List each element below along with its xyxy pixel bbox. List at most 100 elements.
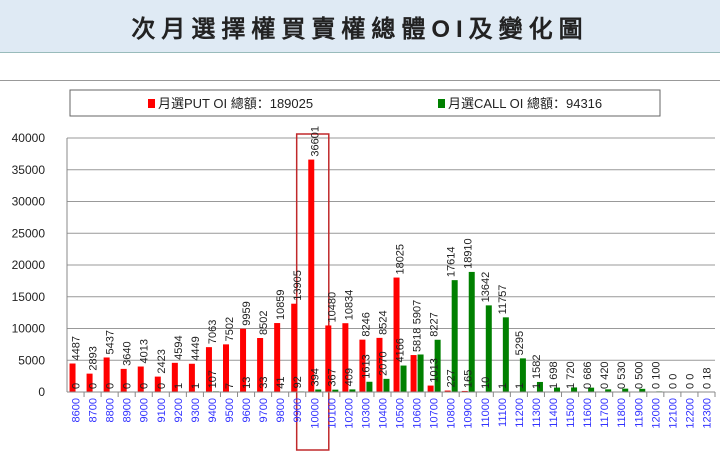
put-data-label: 5818: [412, 328, 424, 352]
put-data-label: 8246: [360, 312, 372, 336]
put-data-label: 5437: [105, 330, 117, 354]
x-tick-label: 9700: [258, 398, 270, 422]
put-data-label: 1: [514, 383, 526, 389]
call-bar: [366, 382, 372, 392]
put-data-label: 8502: [258, 311, 270, 335]
put-data-label: 10834: [343, 290, 355, 321]
x-tick-label: 12000: [650, 398, 662, 429]
call-data-label: 1582: [531, 354, 543, 378]
put-data-label: 1: [497, 383, 509, 389]
call-data-label: 8227: [429, 312, 441, 336]
x-tick-label: 12300: [701, 398, 713, 429]
call-data-label: 409: [343, 368, 355, 386]
x-tick-label: 12200: [684, 398, 696, 429]
legend-label: 月選PUT OI 總額：189025: [158, 96, 313, 111]
put-data-label: 1013: [429, 358, 441, 382]
x-tick-label: 11500: [565, 398, 577, 428]
x-tick-label: 9900: [292, 398, 304, 422]
put-data-label: 0: [650, 383, 662, 389]
x-tick-label: 8700: [88, 398, 100, 422]
call-data-label: 500: [633, 361, 645, 379]
put-data-label: 0: [599, 383, 611, 389]
call-data-label: 100: [650, 361, 662, 379]
put-bar: [394, 278, 400, 392]
call-data-label: 0: [105, 383, 117, 389]
x-tick-label: 9200: [173, 398, 185, 422]
call-bar: [503, 317, 509, 392]
put-data-label: 10859: [275, 289, 287, 320]
call-data-label: 5907: [412, 300, 424, 324]
x-tick-label: 8800: [105, 398, 117, 422]
y-tick-label: 30000: [12, 195, 46, 209]
put-data-label: 10: [480, 377, 492, 389]
call-data-label: 0: [88, 383, 100, 389]
call-data-label: 41: [275, 376, 287, 388]
put-data-label: 10480: [326, 292, 338, 323]
x-tick-label: 9500: [224, 398, 236, 422]
x-tick-label: 11000: [480, 398, 492, 428]
y-tick-label: 15000: [12, 290, 46, 304]
legend-label: 月選CALL OI 總額：94316: [448, 96, 602, 111]
x-tick-label: 11900: [633, 398, 645, 428]
call-data-label: 0: [667, 374, 679, 380]
y-tick-label: 10000: [12, 322, 46, 336]
put-data-label: 0: [582, 383, 594, 389]
x-tick-label: 10700: [429, 398, 441, 429]
x-tick-label: 11300: [531, 398, 543, 428]
x-tick-label: 9000: [139, 398, 151, 422]
call-data-label: 11757: [497, 285, 509, 315]
put-data-label: 0: [701, 383, 713, 389]
call-data-label: 17614: [446, 247, 458, 278]
put-data-label: 4487: [71, 336, 83, 360]
put-bar: [308, 160, 314, 392]
y-tick-label: 35000: [12, 163, 46, 177]
call-data-label: 1: [173, 383, 185, 389]
legend-swatch: [438, 99, 445, 108]
x-tick-label: 10300: [360, 398, 372, 429]
x-tick-label: 10600: [412, 398, 424, 429]
x-tick-label: 9400: [207, 398, 219, 422]
put-data-label: 4013: [139, 339, 151, 363]
call-data-label: 4166: [395, 338, 407, 362]
x-tick-label: 8900: [122, 398, 134, 422]
put-data-label: 18025: [395, 244, 407, 275]
y-tick-label: 0: [38, 385, 45, 399]
x-tick-label: 9600: [241, 398, 253, 422]
oi-chart: 月選PUT OI 總額：189025 月選CALL OI 總額：94316 0 500…: [0, 81, 720, 451]
put-data-label: 1: [565, 383, 577, 389]
call-bar: [383, 379, 389, 392]
x-tick-label: 10500: [395, 398, 407, 429]
call-data-label: 686: [582, 361, 594, 379]
put-data-label: 7063: [207, 320, 219, 344]
x-tick-label: 11200: [514, 398, 526, 428]
put-data-label: 13905: [292, 270, 304, 301]
x-tick-label: 11400: [548, 398, 560, 428]
put-data-label: 36601: [309, 126, 321, 157]
call-data-label: 0: [122, 383, 134, 389]
call-data-label: 698: [548, 361, 560, 379]
put-data-label: 3640: [122, 341, 134, 365]
put-data-label: 0: [633, 383, 645, 389]
call-data-label: 1613: [360, 354, 372, 378]
put-data-label: 0: [616, 383, 628, 389]
call-data-label: 367: [326, 368, 338, 386]
call-data-label: 1: [190, 383, 202, 389]
put-data-label: 227: [446, 369, 458, 387]
call-data-label: 0: [684, 374, 696, 380]
x-tick-label: 10100: [326, 398, 338, 429]
x-tick-label: 10900: [463, 398, 475, 429]
call-data-label: 0: [71, 383, 83, 389]
x-tick-label: 10400: [377, 398, 389, 429]
put-data-label: 2893: [88, 346, 100, 370]
call-data-label: 530: [616, 361, 628, 379]
put-bar: [411, 355, 417, 392]
y-tick-label: 25000: [12, 226, 46, 240]
x-tick-label: 10200: [343, 398, 355, 429]
chart-panel: 月選PUT OI 總額：189025 月選CALL OI 總額：94316 0 500…: [0, 80, 720, 451]
page-header: 次月選擇權買賣權總體OI及變化圖: [0, 0, 720, 53]
call-data-label: 7: [224, 383, 236, 389]
call-data-label: 33: [258, 377, 270, 389]
call-data-label: 13: [241, 377, 253, 389]
call-data-label: 420: [599, 361, 611, 379]
y-tick-label: 40000: [12, 131, 46, 145]
